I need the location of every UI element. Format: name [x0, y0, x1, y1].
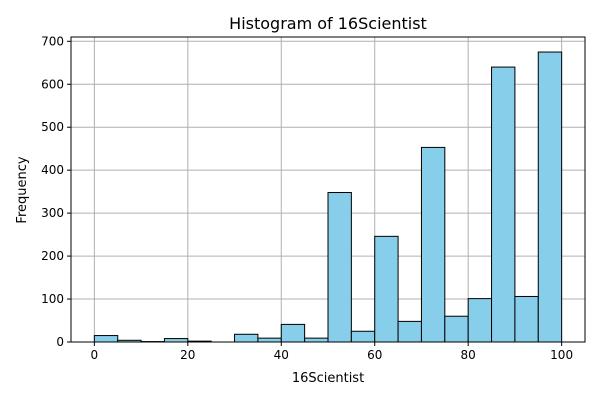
y-tick-label: 400 — [41, 163, 64, 177]
histogram-bar — [280, 323, 306, 343]
y-tick-label: 300 — [41, 206, 64, 220]
x-tick-label: 80 — [461, 348, 476, 362]
histogram-bar — [350, 330, 376, 343]
y-tick-label: 700 — [41, 34, 64, 48]
histogram-bar — [234, 333, 259, 343]
histogram-bar — [374, 235, 399, 343]
histogram-bar — [93, 335, 119, 343]
x-tick-label: 60 — [367, 348, 382, 362]
histogram-bar — [444, 315, 469, 343]
x-tick-label: 40 — [274, 348, 289, 362]
y-tick-label: 500 — [41, 120, 64, 134]
histogram-bar — [467, 298, 493, 343]
x-axis-ticks: 0 20 40 60 80 100 — [91, 342, 573, 362]
histogram-bar — [257, 337, 282, 343]
y-tick-label: 100 — [41, 292, 64, 306]
histogram-bar — [537, 51, 563, 343]
y-tick-label: 600 — [41, 77, 64, 91]
histogram-bar — [397, 320, 422, 343]
histogram-bar — [491, 66, 516, 343]
x-axis-label: 16Scientist — [292, 371, 364, 386]
histogram-bar — [304, 337, 329, 343]
plot-frame — [70, 36, 586, 343]
histogram-bar — [327, 192, 352, 343]
histogram-bar — [163, 338, 189, 343]
x-tick-label: 20 — [180, 348, 195, 362]
histogram-bar — [420, 146, 446, 343]
x-tick-label: 100 — [550, 348, 573, 362]
histogram-bars — [93, 51, 563, 343]
chart-title: Histogram of 16Scientist — [229, 14, 427, 33]
y-tick-label: 0 — [56, 335, 64, 349]
y-tick-label: 200 — [41, 249, 64, 263]
y-axis-ticks: 0 100 200 300 400 500 600 700 — [41, 34, 71, 349]
histogram-bar — [514, 295, 539, 343]
y-axis-label: Frequency — [15, 156, 30, 223]
x-tick-label: 0 — [91, 348, 99, 362]
